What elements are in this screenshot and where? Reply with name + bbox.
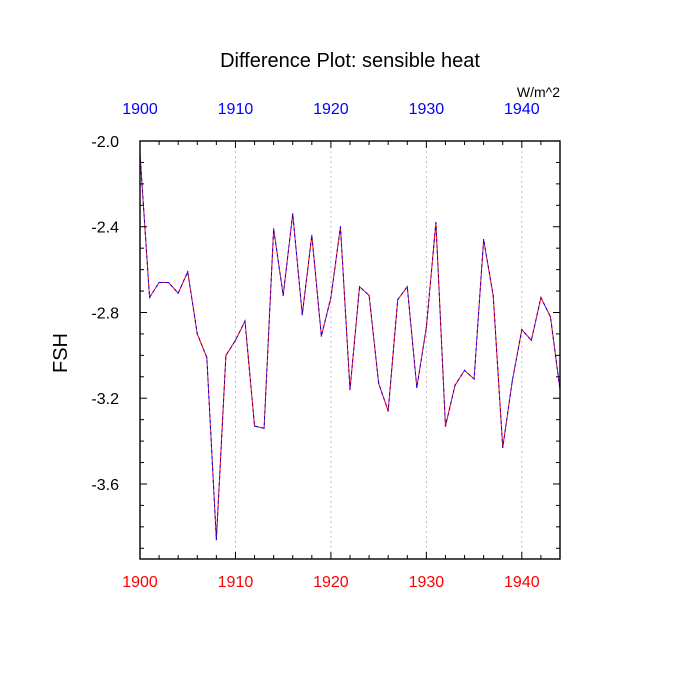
data-point-1934 — [463, 369, 466, 371]
x-tick-label-bottom: 1940 — [504, 574, 540, 591]
data-point-1920 — [330, 296, 332, 299]
x-tick-label-top: 1900 — [122, 101, 158, 118]
data-point-1927 — [397, 299, 399, 301]
data-point-1921 — [339, 226, 342, 228]
y-tick-label: -2.0 — [91, 134, 119, 151]
data-point-1930 — [425, 326, 427, 329]
x-tick-label-top: 1930 — [409, 101, 445, 118]
data-point-1911 — [244, 320, 246, 322]
y-tick-label: -2.4 — [91, 220, 119, 237]
x-tick-label-top: 1910 — [218, 101, 254, 118]
y-tick-label: -3.6 — [91, 477, 119, 494]
data-point-1926 — [387, 410, 389, 412]
data-point-1916 — [292, 213, 294, 215]
data-point-1931 — [435, 221, 437, 224]
data-point-1922 — [349, 389, 351, 391]
data-point-1938 — [502, 446, 504, 449]
data-point-1937 — [492, 294, 494, 296]
x-tick-label-bottom: 1930 — [409, 574, 445, 591]
data-point-1912 — [253, 425, 256, 427]
data-point-1918 — [311, 234, 313, 236]
data-point-1940 — [521, 329, 523, 331]
data-point-1928 — [406, 286, 408, 288]
data-point-1904 — [177, 292, 179, 294]
data-point-1939 — [511, 380, 513, 382]
data-point-1915 — [282, 294, 284, 296]
data-point-1919 — [320, 335, 322, 337]
data-point-1943 — [549, 316, 552, 318]
grid-lines — [235, 141, 523, 559]
data-point-1908 — [215, 539, 217, 541]
data-point-1935 — [473, 378, 475, 380]
y-axis-label: FSH — [50, 333, 72, 373]
units-label: W/m^2 — [517, 84, 560, 100]
data-point-1902 — [158, 281, 160, 284]
data-point-1923 — [358, 286, 361, 288]
data-point-1941 — [530, 339, 532, 341]
data-point-1917 — [301, 314, 303, 316]
y-tick-label: -2.8 — [91, 305, 119, 322]
x-tick-label-bottom: 1920 — [313, 574, 349, 591]
data-point-1903 — [168, 281, 170, 284]
data-point-1933 — [454, 384, 456, 386]
series-line — [139, 153, 561, 540]
data-point-1925 — [378, 382, 380, 384]
series-layer — [139, 153, 561, 541]
data-point-1913 — [263, 427, 265, 429]
data-point-1936 — [483, 239, 485, 241]
data-point-1924 — [368, 294, 370, 296]
data-point-1932 — [444, 425, 447, 427]
data-point-1909 — [225, 354, 227, 356]
chart-title: Difference Plot: sensible heat — [220, 50, 480, 72]
data-point-1914 — [273, 228, 275, 230]
data-point-1910 — [234, 339, 237, 341]
data-point-1942 — [540, 296, 542, 299]
data-point-1906 — [196, 333, 198, 335]
x-tick-label-bottom: 1910 — [218, 574, 254, 591]
axis-ticks: 1900 1900 1910 1910 1920 1920 1930 1930 1940 1940… — [91, 101, 561, 591]
data-point-1905 — [187, 271, 189, 273]
data-point-1929 — [416, 386, 418, 389]
x-tick-label-top: 1920 — [313, 101, 349, 118]
x-tick-label-bottom: 1900 — [122, 574, 158, 591]
x-tick-label-top: 1940 — [504, 101, 540, 118]
data-point-1907 — [206, 356, 208, 359]
y-tick-label: -3.2 — [91, 391, 119, 408]
data-point-1901 — [148, 296, 151, 299]
